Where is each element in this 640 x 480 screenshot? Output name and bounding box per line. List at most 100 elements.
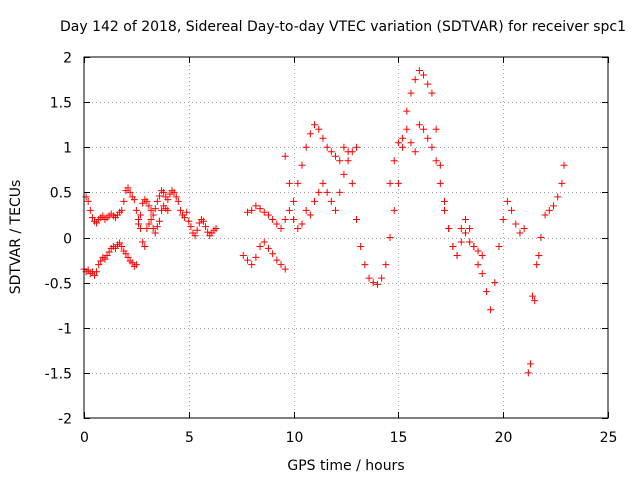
data-point [294, 179, 302, 187]
y-tick-label: 0 [63, 232, 72, 248]
data-point [260, 238, 268, 246]
data-point [164, 196, 172, 204]
data-point [101, 255, 109, 263]
data-point [273, 256, 281, 264]
y-tick-label: 1.5 [50, 96, 72, 112]
data-point [248, 261, 256, 269]
data-points [80, 67, 568, 377]
data-point [411, 76, 419, 84]
data-point [336, 157, 344, 165]
y-tick-label: -2 [58, 412, 72, 428]
data-point [97, 257, 105, 265]
data-point [495, 243, 503, 251]
data-point [545, 206, 553, 214]
data-point [474, 261, 482, 269]
data-point [118, 243, 126, 251]
data-point [153, 223, 161, 231]
x-tick-label: 25 [600, 430, 618, 446]
data-point [88, 214, 96, 222]
data-point [520, 224, 528, 232]
data-point [541, 211, 549, 219]
data-point [151, 205, 159, 213]
data-point [281, 215, 289, 223]
data-point [143, 224, 151, 232]
data-point [151, 229, 159, 237]
data-point [155, 217, 163, 225]
data-point [411, 148, 419, 156]
data-point [399, 134, 407, 142]
data-point [399, 143, 407, 151]
data-point [457, 224, 465, 232]
data-point [352, 143, 360, 151]
data-point [478, 270, 486, 278]
data-point [298, 220, 306, 228]
data-point [176, 206, 184, 214]
data-point [269, 215, 277, 223]
series-track_d [281, 121, 486, 260]
data-point [535, 252, 543, 260]
data-point [441, 197, 449, 205]
data-point [420, 125, 428, 133]
data-point [172, 193, 180, 201]
data-point [90, 271, 98, 279]
y-tick-label: -1.5 [45, 367, 72, 383]
data-point [357, 243, 365, 251]
data-point [191, 232, 199, 240]
data-point [105, 248, 113, 256]
data-point [185, 217, 193, 225]
series-track_b [82, 184, 172, 251]
data-point [260, 208, 268, 216]
data-point [264, 211, 272, 219]
data-point [466, 224, 474, 232]
data-point [537, 234, 545, 241]
data-point [352, 215, 360, 223]
data-point [199, 217, 207, 225]
data-point [302, 206, 310, 214]
data-point [415, 67, 423, 75]
data-point [290, 215, 298, 223]
data-point [285, 179, 293, 187]
data-point [174, 197, 182, 205]
data-point [116, 239, 124, 247]
data-point [118, 206, 126, 214]
data-point [277, 261, 285, 269]
data-point [461, 229, 469, 237]
data-point [132, 261, 140, 269]
data-point [424, 80, 432, 88]
data-point [394, 139, 402, 147]
data-point [436, 161, 444, 169]
data-point [311, 121, 319, 129]
data-point [560, 161, 568, 169]
data-point [252, 253, 260, 261]
data-point [143, 197, 151, 205]
plot-frame [83, 56, 609, 419]
data-point [149, 211, 157, 219]
data-point [340, 143, 348, 151]
data-point [137, 224, 145, 232]
data-point [103, 252, 111, 260]
data-point [531, 297, 539, 305]
data-point [373, 280, 381, 288]
x-tick-label: 15 [390, 430, 408, 446]
data-point [319, 179, 327, 187]
x-axis-label: GPS time / hours [287, 458, 404, 474]
data-point [139, 238, 147, 246]
data-point [436, 179, 444, 187]
data-point [327, 148, 335, 156]
data-point [137, 211, 145, 219]
data-point [478, 252, 486, 260]
series-track_a [80, 187, 220, 279]
data-point [130, 196, 138, 204]
data-point [315, 125, 323, 133]
data-point [315, 188, 323, 196]
data-point [403, 125, 411, 133]
data-point [298, 161, 306, 169]
data-point [503, 197, 511, 205]
data-point [126, 188, 134, 196]
data-point [153, 197, 161, 205]
data-point [369, 279, 377, 287]
data-point [141, 243, 149, 251]
data-point [124, 253, 132, 261]
data-point [554, 193, 562, 201]
